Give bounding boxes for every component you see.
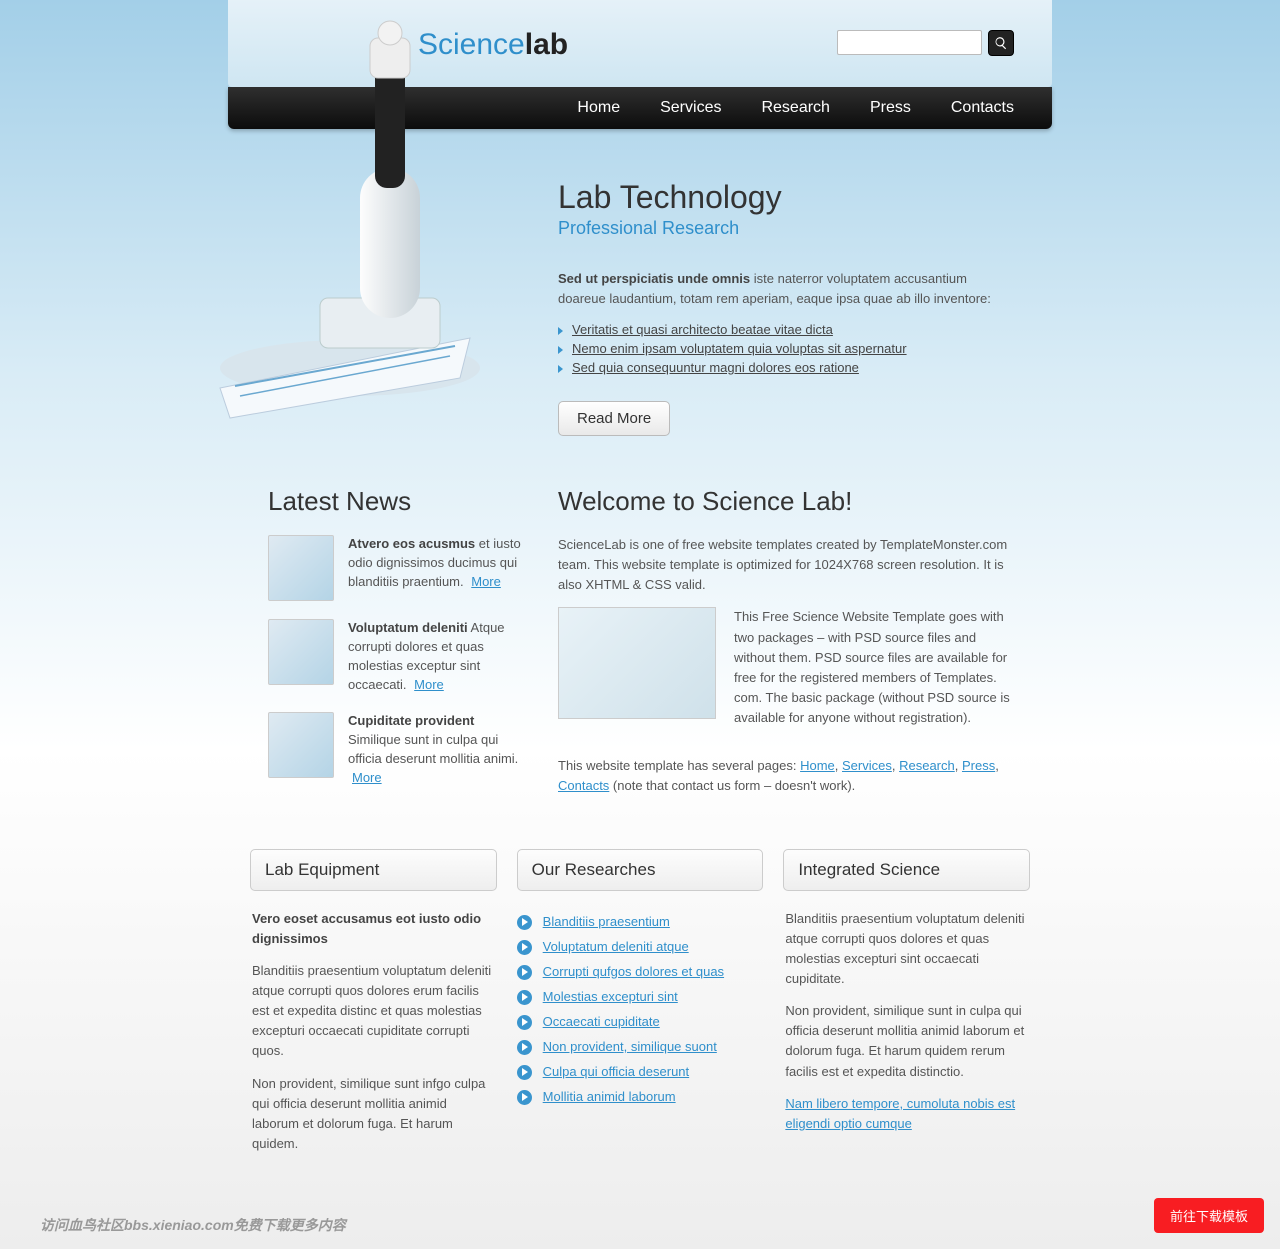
hero-link[interactable]: Sed quia consequuntur magni dolores eos … (572, 360, 859, 375)
more-link[interactable]: More (414, 677, 444, 692)
logo-text-a: Science (418, 28, 525, 61)
researches-heading: Our Researches (517, 849, 764, 891)
logo-text-b: lab (525, 28, 568, 61)
research-link[interactable]: Molestias excepturi sint (543, 989, 678, 1004)
page-link[interactable]: Home (800, 758, 835, 773)
welcome-p2: This Free Science Website Template goes … (734, 607, 1012, 728)
download-button[interactable]: 前往下载模板 (1154, 1198, 1264, 1233)
header: Sciencelab (228, 0, 1052, 87)
watermark-text: 访问血鸟社区bbs.xieniao.com免费下载更多内容 (40, 1215, 346, 1235)
search-input[interactable] (837, 30, 982, 55)
lab-subtitle: Vero eoset accusamus eot iusto odio dign… (252, 911, 481, 946)
welcome-p3: This website template has several pages:… (558, 756, 1012, 796)
search-icon (994, 36, 1008, 50)
int-p2: Non provident, similique sunt in culpa q… (783, 1001, 1030, 1082)
hero-title: Lab Technology (558, 179, 1012, 216)
more-link[interactable]: More (352, 770, 382, 785)
research-link[interactable]: Culpa qui officia deserunt (543, 1064, 689, 1079)
research-link[interactable]: Blanditiis praesentium (543, 914, 670, 929)
hero: Lab Technology Professional Research Sed… (228, 129, 1052, 476)
logo[interactable]: Sciencelab (418, 28, 568, 62)
read-more-button[interactable]: Read More (558, 401, 670, 436)
integrated-heading: Integrated Science (783, 849, 1030, 891)
research-list: Blanditiis praesentium Voluptatum deleni… (517, 909, 764, 1109)
news-thumb (268, 619, 334, 685)
welcome-image (558, 607, 716, 719)
hero-intro: Sed ut perspiciatis unde omnis iste nate… (558, 269, 1012, 308)
news-item: Atvero eos acusmus et iusto odio digniss… (268, 535, 528, 601)
search-button[interactable] (988, 30, 1014, 56)
news-thumb (268, 535, 334, 601)
nav-press[interactable]: Press (870, 99, 911, 117)
int-link[interactable]: Nam libero tempore, cumoluta nobis est e… (785, 1096, 1015, 1131)
news-thumb (268, 712, 334, 778)
research-link[interactable]: Non provident, similique suont (543, 1039, 717, 1054)
lab-p2: Non provident, similique sunt infgo culp… (250, 1074, 497, 1155)
page-link[interactable]: Research (899, 758, 955, 773)
news-item: Cupiditate provident Similique sunt in c… (268, 712, 528, 787)
nav-home[interactable]: Home (577, 99, 620, 117)
hero-link[interactable]: Nemo enim ipsam voluptatem quia voluptas… (572, 341, 907, 356)
welcome-heading: Welcome to Science Lab! (558, 486, 1012, 517)
nav-contacts[interactable]: Contacts (951, 99, 1014, 117)
research-link[interactable]: Occaecati cupiditate (543, 1014, 660, 1029)
nav-services[interactable]: Services (660, 99, 721, 117)
page-link[interactable]: Contacts (558, 778, 609, 793)
page-link[interactable]: Press (962, 758, 995, 773)
lab-equipment-heading: Lab Equipment (250, 849, 497, 891)
lab-p1: Blanditiis praesentium voluptatum deleni… (250, 961, 497, 1062)
research-link[interactable]: Voluptatum deleniti atque (543, 939, 689, 954)
page-link[interactable]: Services (842, 758, 892, 773)
hero-subtitle: Professional Research (558, 218, 1012, 239)
hero-link-list: Veritatis et quasi architecto beatae vit… (558, 322, 1012, 375)
nav-research[interactable]: Research (761, 99, 829, 117)
news-item: Voluptatum deleniti Atque corrupti dolor… (268, 619, 528, 694)
int-p1: Blanditiis praesentium voluptatum deleni… (783, 909, 1030, 990)
research-link[interactable]: Corrupti qufgos dolores et quas (543, 964, 724, 979)
latest-news-heading: Latest News (268, 486, 528, 517)
main-nav: Home Services Research Press Contacts (228, 87, 1052, 129)
hero-link[interactable]: Veritatis et quasi architecto beatae vit… (572, 322, 833, 337)
research-link[interactable]: Mollitia animid laborum (543, 1089, 676, 1104)
more-link[interactable]: More (471, 574, 501, 589)
welcome-p1: ScienceLab is one of free website templa… (558, 535, 1012, 595)
